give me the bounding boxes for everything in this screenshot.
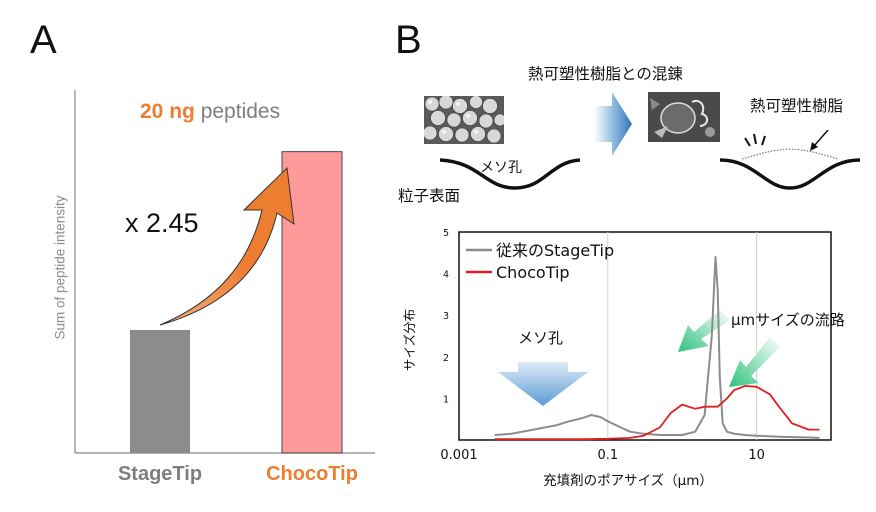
plot-frame	[458, 231, 832, 441]
legend-label-chocotip: ChocoTip	[496, 263, 570, 282]
particle-surface-label: 粒子表面	[398, 187, 461, 205]
meso-pore-label: メソ孔	[480, 160, 522, 176]
bar-chart: StageTip ChocoTip	[74, 90, 375, 485]
bar-category-stagetip: StageTip	[118, 463, 202, 485]
bar-category-chocotip: ChocoTip	[266, 463, 358, 485]
y-tick-label: 2	[443, 353, 449, 364]
sem-image-particles	[424, 96, 504, 144]
annotation-channel: μmサイズの流路	[731, 311, 845, 329]
bar-chocotip	[281, 151, 343, 454]
multiplier-label: x 2.45	[125, 208, 199, 238]
sem-image-resin	[648, 92, 720, 142]
process-arrow-icon	[594, 92, 632, 156]
panel-a-title: 20 ng peptides	[140, 100, 280, 124]
line-chart-ylabel: サイズ分布	[402, 309, 417, 371]
channel-arrow-icon	[678, 310, 780, 387]
panel-a-letter: A	[30, 18, 57, 62]
increase-arrow-icon	[159, 166, 295, 326]
pore-left-line	[439, 158, 581, 190]
y-tick-label: 3	[443, 311, 449, 322]
panel-b-letter: B	[395, 18, 422, 62]
mixing-label: 熱可塑性樹脂との混錬	[528, 65, 683, 83]
pore-schematic	[439, 130, 861, 190]
y-tick-label: 1	[443, 394, 449, 405]
title-amount: 20 ng	[140, 100, 195, 123]
x-tick-label: 0.001	[440, 448, 477, 463]
bar-stagetip	[130, 330, 190, 453]
y-tick-label: 4	[443, 270, 449, 281]
legend-label-stagetip: 従来のStageTip	[496, 241, 614, 260]
x-tick-label: 0.1	[597, 448, 618, 463]
annotation-mesopore: メソ孔	[518, 329, 563, 347]
line-chart-xlabel: 充填剤のポアサイズ（μm）	[543, 473, 713, 489]
series-line-chocotip	[494, 384, 820, 441]
resin-surface	[741, 148, 839, 160]
title-rest: peptides	[200, 100, 281, 123]
pore-right-line	[719, 158, 861, 190]
resin-pointer-icon	[813, 130, 829, 147]
x-tick-label: 10	[748, 448, 765, 463]
legend: 従来のStageTip ChocoTip	[466, 241, 614, 282]
y-tick-label: 5	[443, 228, 449, 239]
resin-label: 熱可塑性樹脂	[750, 97, 844, 115]
series-line-stagetip	[494, 256, 820, 439]
mesopore-arrow-icon	[498, 362, 588, 406]
